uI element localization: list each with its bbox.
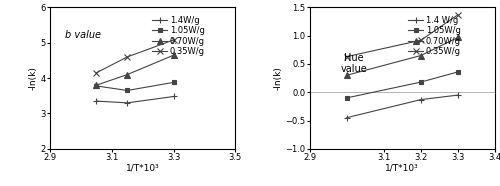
Text: b value: b value — [65, 30, 101, 40]
Y-axis label: -ln(k): -ln(k) — [28, 66, 38, 90]
Y-axis label: -ln(k): -ln(k) — [274, 66, 282, 90]
Text: Hue
value: Hue value — [340, 53, 367, 74]
X-axis label: 1/T*10³: 1/T*10³ — [386, 163, 419, 172]
Legend: 1.4W/g, 1.05W/g, 0.70W/g, 0.35W/g: 1.4W/g, 1.05W/g, 0.70W/g, 0.35W/g — [150, 15, 206, 57]
Legend: 1.4 W/g, 1.05W/g, 0.70W/g, 0.35W/g: 1.4 W/g, 1.05W/g, 0.70W/g, 0.35W/g — [406, 15, 463, 57]
X-axis label: 1/T*10³: 1/T*10³ — [126, 163, 160, 172]
